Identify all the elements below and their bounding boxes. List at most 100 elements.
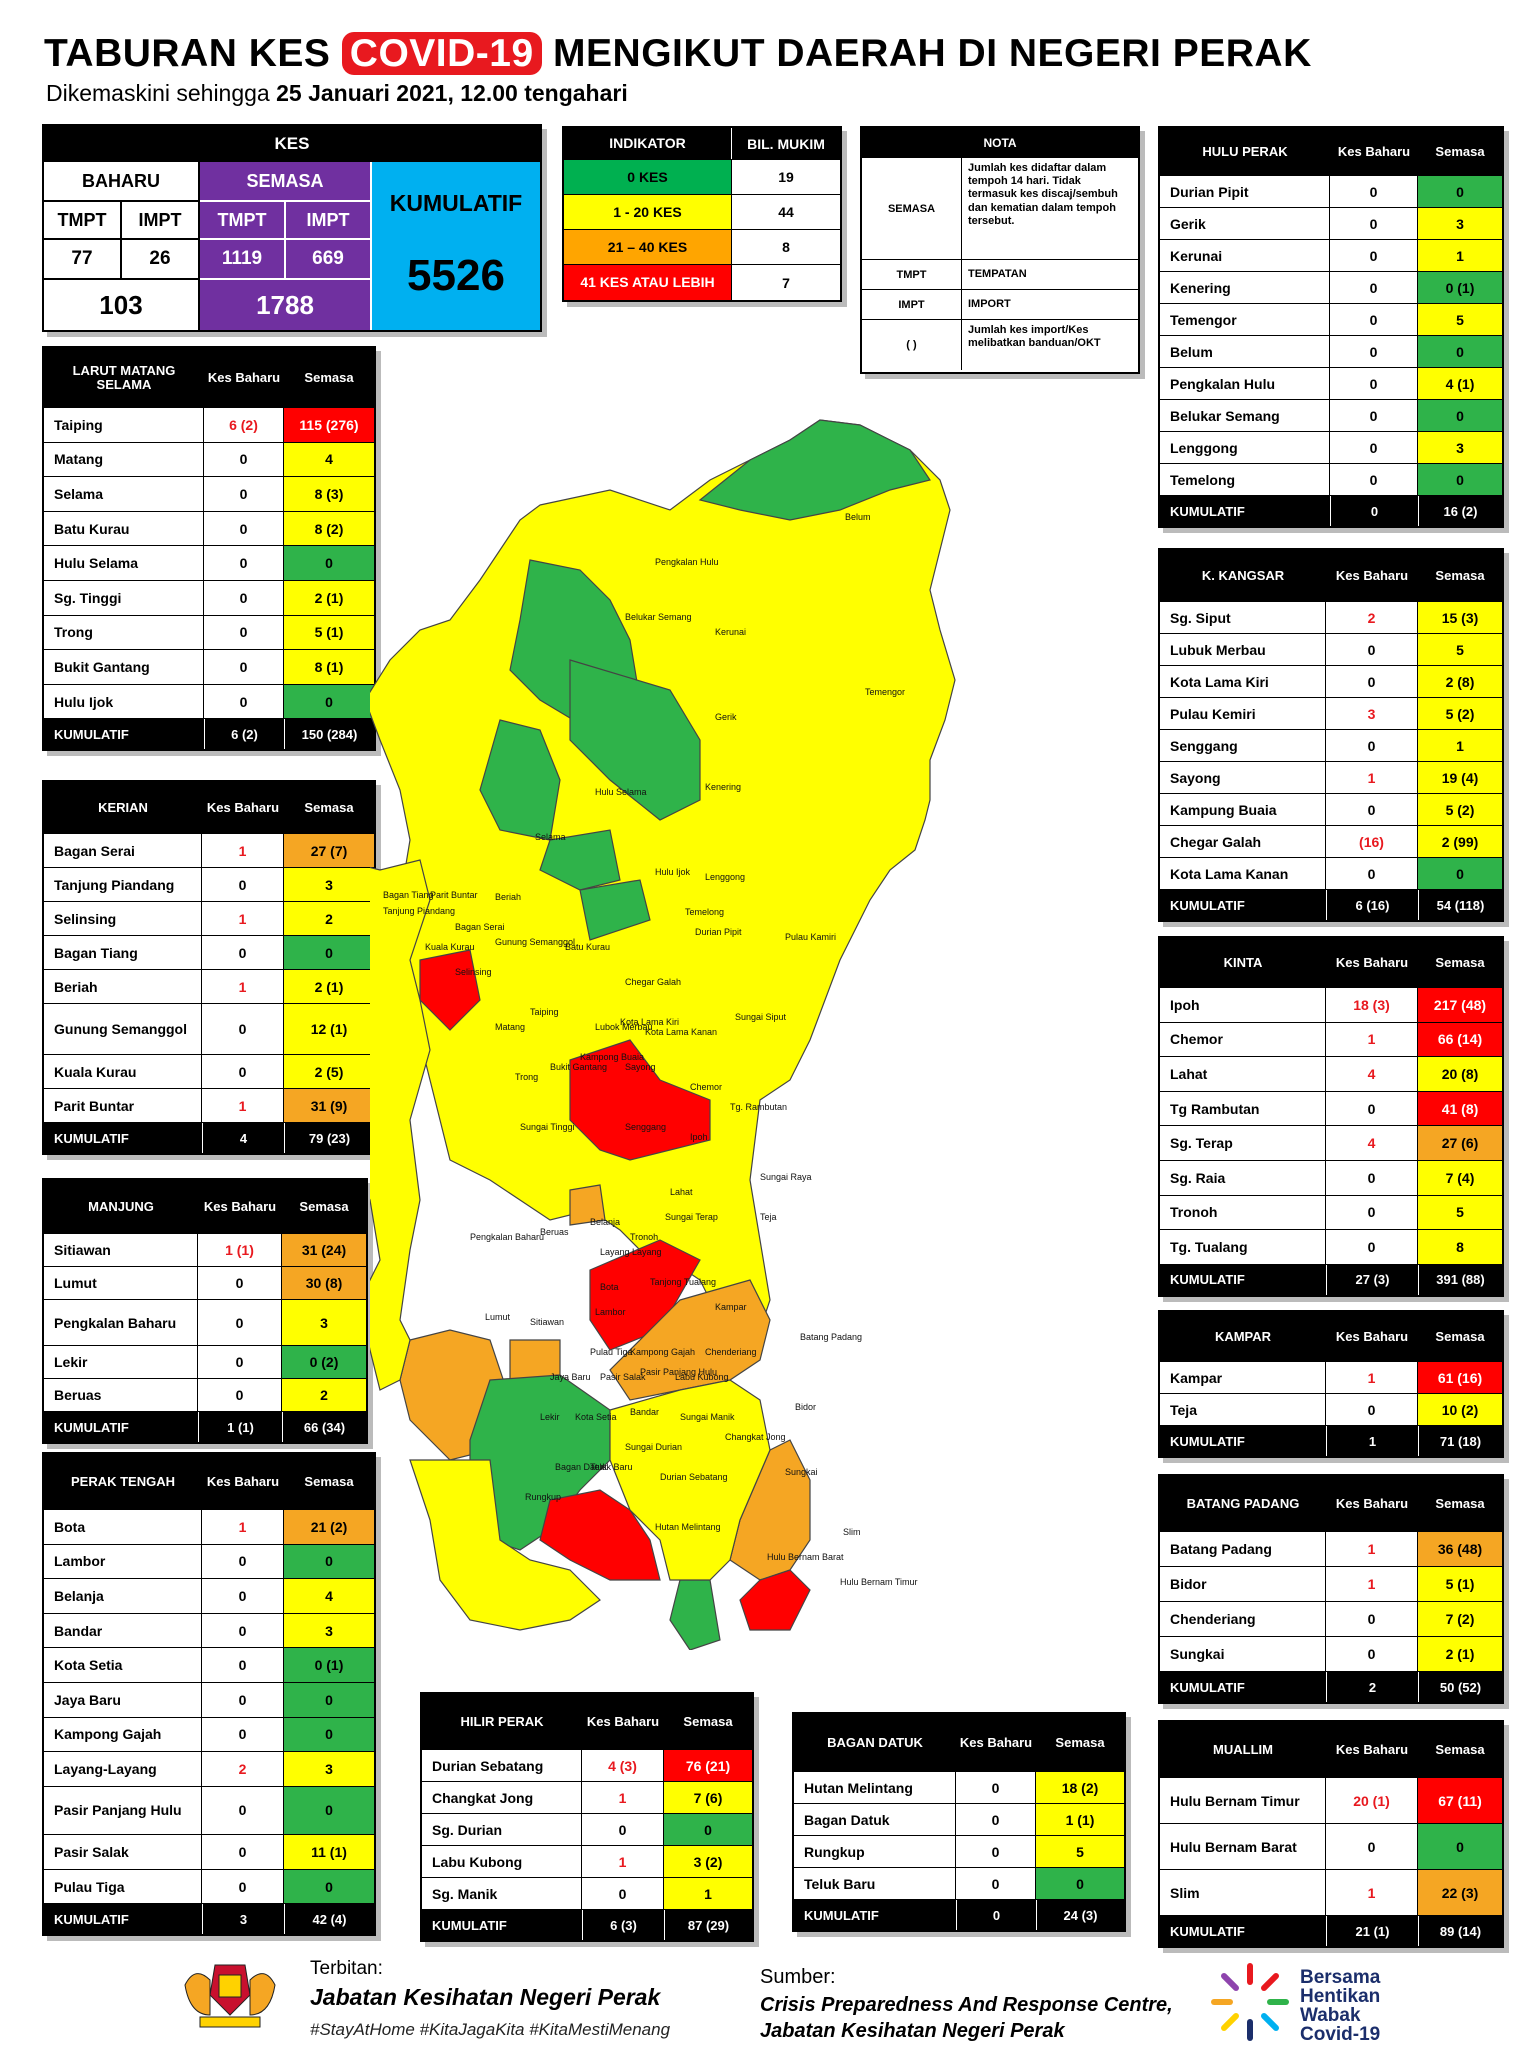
district-table-hilir-perak: HILIR PERAK Kes Baharu Semasa Durian Sebata… xyxy=(420,1692,754,1942)
slogan-line: Wabak xyxy=(1300,2005,1361,2026)
semasa-value: 1 xyxy=(1418,240,1502,271)
semasa-value: 66 (14) xyxy=(1418,1022,1502,1057)
mukim-name: Teluk Baru xyxy=(794,1868,956,1899)
kes-baharu-value: 1 xyxy=(202,834,284,867)
mukim-name: Sg. Siput xyxy=(1160,602,1326,633)
kes-baharu-value: 0 xyxy=(204,442,284,477)
kes-baharu-value: 0 xyxy=(1326,1160,1418,1195)
source-text: Crisis Preparedness And Response Centre,… xyxy=(760,1992,1173,2044)
district-name: MANJUNG xyxy=(88,1198,154,1214)
table-row: Temengor 0 5 xyxy=(1160,304,1502,336)
mukim-name: Lenggong xyxy=(1160,432,1330,463)
table-row: Hulu Bernam Barat 0 0 xyxy=(1160,1824,1502,1870)
kes-baharu-value: 0 xyxy=(582,1814,664,1845)
map-label: Lubok Merbau xyxy=(595,1022,653,1032)
mukim-name: Kampong Gajah xyxy=(44,1717,202,1752)
kes-baharu-value: 1 (1) xyxy=(198,1234,282,1266)
semasa-value: 0 xyxy=(284,1682,374,1717)
kumulatif-baharu: 1 (1) xyxy=(198,1412,282,1443)
col-semasa: Semasa xyxy=(1435,954,1485,970)
kes-baharu-value: 1 xyxy=(1326,1362,1418,1393)
kes-baharu-value: 0 xyxy=(204,511,284,546)
semasa-value: 0 xyxy=(284,936,374,969)
map-label: Bidor xyxy=(795,1402,816,1412)
mukim-name: Chemor xyxy=(1160,1022,1326,1057)
mukim-name: Lambor xyxy=(44,1544,202,1579)
mukim-name: Lubuk Merbau xyxy=(1160,634,1326,665)
kumulatif-semasa: 50 (52) xyxy=(1418,1672,1502,1702)
kes-baharu-value: 0 xyxy=(1326,1394,1418,1425)
map-label: Bagan Datuk xyxy=(555,1462,608,1472)
table-row: Matang 0 4 xyxy=(44,442,374,478)
kumulatif-row: KUMULATIF 6 (3) 87 (29) xyxy=(422,1910,752,1940)
mukim-name: Pulau Kemiri xyxy=(1160,698,1326,729)
semasa-impt-label: IMPT xyxy=(286,202,372,240)
district-header: PERAK TENGAH Kes Baharu Semasa xyxy=(44,1454,374,1510)
semasa-value: 1 (1) xyxy=(1036,1804,1124,1835)
district-name: HILIR PERAK xyxy=(460,1713,544,1729)
table-row: Kota Lama Kanan 0 0 xyxy=(1160,858,1502,890)
table-row: Batu Kurau 0 8 (2) xyxy=(44,511,374,547)
map-label: Tanjung Piandang xyxy=(383,906,455,916)
col-semasa: Semasa xyxy=(1435,1495,1485,1511)
col-kes-baharu: Kes Baharu xyxy=(207,369,281,385)
kumulatif-baharu: 0 xyxy=(1330,496,1418,526)
mukim-name: Belum xyxy=(1160,336,1330,367)
col-semasa: Semasa xyxy=(1435,1741,1485,1757)
kumulatif-label: KUMULATIF xyxy=(804,1907,879,1923)
district-header: KAMPAR Kes Baharu Semasa xyxy=(1160,1312,1502,1362)
map-label: Pasir Salak xyxy=(600,1372,646,1382)
semasa-value: 0 xyxy=(1418,858,1502,889)
table-row: Layang-Layang 2 3 xyxy=(44,1752,374,1787)
map-label: Bota xyxy=(600,1282,619,1292)
map-label: Chegar Galah xyxy=(625,977,681,987)
table-row: Trong 0 5 (1) xyxy=(44,615,374,651)
map-label: Teja xyxy=(760,1212,777,1222)
kes-baharu-value: 0 xyxy=(204,684,284,719)
map-label: Changkat Jong xyxy=(725,1432,786,1442)
kes-baharu-value: 3 xyxy=(1326,698,1418,729)
mukim-name: Kampung Buaia xyxy=(1160,794,1326,825)
col-kes-baharu: Kes Baharu xyxy=(206,799,280,815)
note-key: SEMASA xyxy=(862,158,962,259)
mukim-name: Taiping xyxy=(44,408,204,442)
semasa-value: 5 xyxy=(1036,1836,1124,1867)
map-label: Sungkai xyxy=(785,1467,818,1477)
kumulatif-label: KUMULATIF xyxy=(54,1419,129,1435)
kes-baharu-value: 2 xyxy=(1326,602,1418,633)
col-semasa: Semasa xyxy=(304,799,354,815)
mukim-name: Ipoh xyxy=(1160,988,1326,1022)
kes-baharu-value: 0 xyxy=(202,1648,284,1682)
table-row: Rungkup 0 5 xyxy=(794,1836,1124,1868)
map-label: Pasir Panjang Hulu xyxy=(640,1367,717,1377)
table-row: Labu Kubong 1 3 (2) xyxy=(422,1846,752,1878)
kes-baharu-value: 0 xyxy=(1326,1602,1418,1636)
map-region-hulu-bernam-barat xyxy=(669,1579,721,1650)
kes-baharu-value: 0 xyxy=(1330,304,1418,335)
semasa-value: 8 xyxy=(1418,1230,1502,1264)
mukim-name: Batang Padang xyxy=(1160,1532,1326,1566)
title-highlight: COVID-19 xyxy=(341,32,542,75)
mukim-name: Selama xyxy=(44,477,204,511)
semasa-value: 5 (1) xyxy=(284,615,374,650)
map-label: Labu Kubong xyxy=(675,1372,729,1382)
kes-baharu-value: 0 xyxy=(204,615,284,650)
mukim-name: Trong xyxy=(44,615,204,650)
kes-baharu-value: 0 xyxy=(202,1544,284,1579)
mukim-name: Labu Kubong xyxy=(422,1846,582,1877)
semasa-value: 2 (8) xyxy=(1418,666,1502,697)
mukim-name: Gerik xyxy=(1160,208,1330,239)
map-region-bagan-datuk xyxy=(409,1459,601,1631)
kes-baharu-value: 0 xyxy=(956,1804,1036,1835)
semasa-value: 8 (3) xyxy=(284,477,374,511)
mukim-name: Bagan Datuk xyxy=(794,1804,956,1835)
district-name: BATANG PADANG xyxy=(1186,1495,1300,1511)
semasa-value: 4 xyxy=(284,442,374,477)
kumulatif-baharu: 6 (2) xyxy=(204,719,284,750)
mukim-name: Beriah xyxy=(44,970,202,1003)
semasa-value: 2 (5) xyxy=(284,1055,374,1088)
baharu-impt-value: 26 xyxy=(122,240,200,280)
kes-baharu-value: 1 xyxy=(582,1846,664,1877)
mukim-name: Bidor xyxy=(1160,1567,1326,1601)
map-region-durian-sebatang xyxy=(539,1489,661,1581)
